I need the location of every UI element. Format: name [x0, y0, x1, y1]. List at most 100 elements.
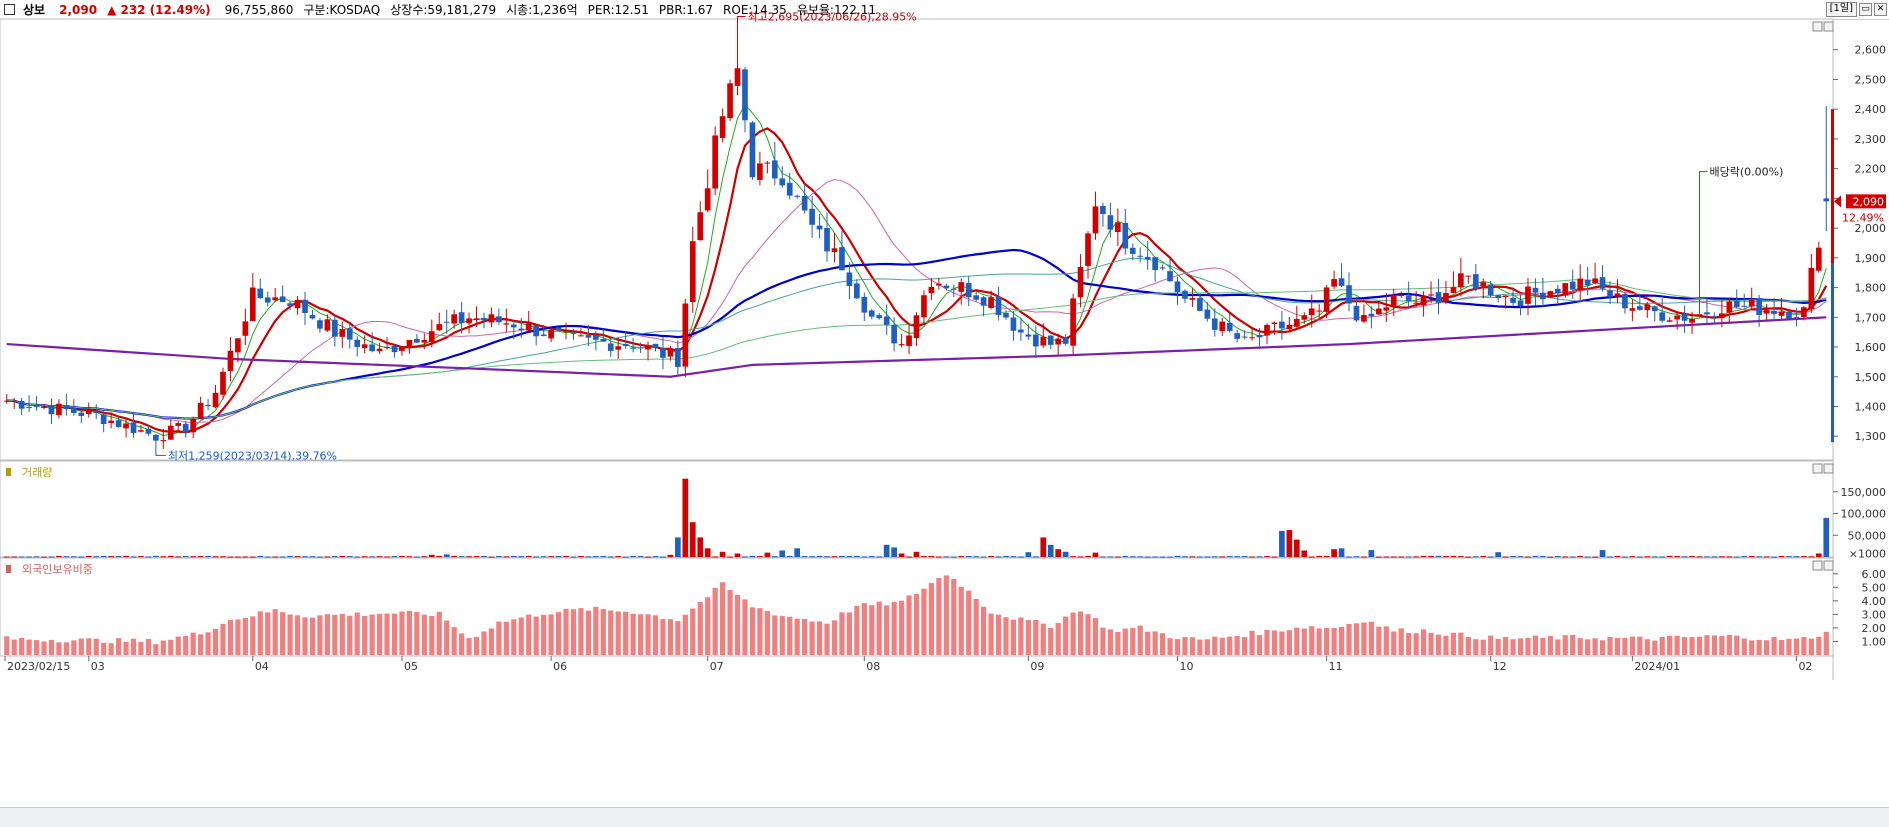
volume-bar: [1689, 556, 1695, 558]
foreign-bar: [1734, 635, 1740, 655]
foreign-bar: [1756, 639, 1762, 655]
volume-bar: [1510, 556, 1516, 558]
foreign-bar: [593, 606, 599, 655]
header-bar: 상보 2,090 ▲ 232 (12.49%) 96,755,860 구분:KO…: [0, 0, 1889, 20]
candle-body: [868, 310, 875, 317]
date-tick-label: 03: [91, 660, 105, 673]
volume-bar: [555, 556, 562, 558]
window-close-icon[interactable]: ✕: [1874, 3, 1887, 16]
volume-bar: [279, 556, 286, 558]
foreign-bar: [623, 611, 629, 655]
candle-body: [1286, 324, 1293, 330]
foreign-bar: [1532, 635, 1539, 655]
select-checkbox[interactable]: [4, 4, 15, 15]
foreign-bar: [1167, 638, 1173, 655]
foreign-bar: [265, 612, 271, 655]
candle-body: [704, 188, 711, 211]
volume-bar: [883, 544, 890, 557]
volume-bar: [1704, 556, 1710, 558]
candle-body: [227, 350, 234, 371]
volume-bar: [965, 555, 972, 557]
volume-bar: [1174, 555, 1181, 557]
foreign-bar: [280, 612, 286, 655]
candle-body: [510, 324, 517, 328]
foreign-bar: [1473, 639, 1479, 655]
candle-body: [1226, 322, 1233, 331]
volume-bar: [667, 554, 674, 557]
volume-bar: [1629, 556, 1636, 558]
candle-body: [727, 83, 733, 119]
volume-bar: [540, 556, 547, 558]
foreign-bar: [1324, 627, 1330, 655]
volume-unit-label: ×1000: [1849, 548, 1886, 561]
volume-bar: [995, 556, 1002, 558]
foreign-bar: [705, 597, 711, 655]
foreign-bar: [943, 575, 949, 655]
foreign-bar: [1801, 636, 1807, 655]
candle-body: [339, 329, 346, 337]
volume-bar: [33, 556, 40, 558]
foreign-bar: [1025, 620, 1031, 655]
foreign-bar: [884, 605, 890, 655]
foreign-bar: [809, 621, 815, 655]
volume-bar: [1219, 556, 1226, 558]
candle-body: [1085, 233, 1091, 266]
volume-bar: [764, 552, 771, 557]
candle-body: [824, 228, 830, 252]
window-restore-icon[interactable]: ▭: [1859, 3, 1872, 16]
period-button[interactable]: [1일]: [1825, 2, 1857, 17]
volume-bar: [645, 556, 651, 558]
price-panel: [0, 18, 1834, 461]
candle-body: [481, 317, 487, 321]
foreign-bar: [1585, 639, 1591, 655]
volume-bar: [704, 548, 711, 557]
candle-body: [1279, 321, 1285, 329]
foreign-tick-label: 1.00: [1862, 635, 1887, 648]
volume-bar: [734, 553, 741, 557]
candle-body: [279, 296, 286, 302]
foreign-bar: [1309, 626, 1315, 655]
foreign-bar: [1488, 635, 1494, 655]
foreign-bar: [824, 623, 830, 655]
foreign-bar: [1271, 630, 1278, 655]
volume-bar: [1659, 556, 1666, 558]
volume-bar: [1062, 551, 1069, 557]
foreign-bar: [78, 638, 84, 655]
candle-body: [1808, 267, 1815, 310]
foreign-bar: [1174, 639, 1181, 655]
candle-body: [108, 420, 114, 424]
volume-bar: [1301, 550, 1308, 557]
volume-bar: [1637, 556, 1643, 558]
foreign-bar: [772, 615, 778, 655]
candle-body: [1622, 294, 1628, 309]
foreign-bar: [675, 621, 681, 655]
volume-bar: [518, 556, 525, 558]
volume-bar: [339, 555, 346, 557]
candle-body: [749, 122, 756, 178]
price-tag-pct: 12.49%: [1842, 211, 1884, 224]
volume-bar: [607, 556, 614, 558]
volume-bar: [160, 556, 167, 558]
volume-bar: [876, 556, 883, 558]
candle-body: [1793, 316, 1800, 318]
candle-body: [637, 347, 644, 349]
volume-bar: [1569, 556, 1576, 558]
candle-body: [18, 400, 25, 409]
foreign-bar: [570, 609, 577, 655]
time-scrollbar[interactable]: [0, 807, 1889, 827]
volume-bar: [1159, 556, 1166, 558]
candle-body: [1010, 317, 1017, 331]
candle-body: [1338, 278, 1345, 286]
panel-control-icon: [1823, 21, 1834, 32]
foreign-bar: [749, 607, 756, 655]
candle-body: [1547, 291, 1554, 298]
foreign-bar: [1212, 636, 1218, 655]
foreign-bar: [1480, 639, 1486, 655]
foreign-bar: [1503, 637, 1509, 655]
candle-body: [548, 329, 554, 339]
volume-bar: [1047, 544, 1054, 557]
foreign-bar: [1525, 637, 1531, 655]
candle-body: [898, 344, 905, 346]
foreign-bar: [1607, 636, 1613, 655]
candle-body: [153, 434, 159, 441]
